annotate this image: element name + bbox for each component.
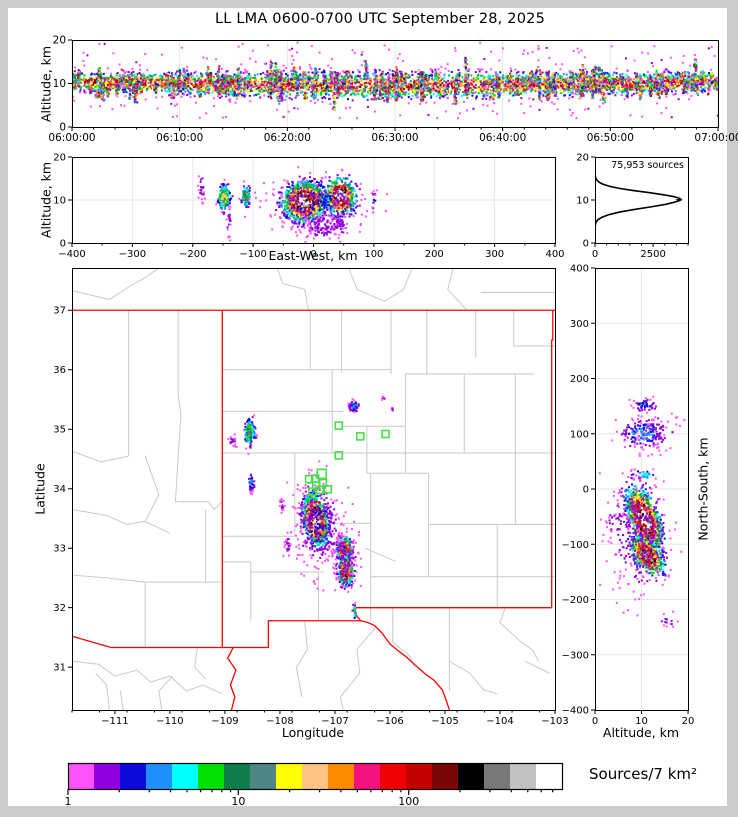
east-west-ylabel: Altitude, km (38, 161, 54, 239)
source-count-annotation: 75,953 sources (611, 160, 684, 171)
page-title: LL LMA 0600-0700 UTC September 28, 2025 (214, 11, 545, 27)
north-south-ylabel: North-South, km (695, 437, 711, 541)
colorbar-label: Sources/7 km² (589, 765, 698, 783)
east-west-height-panel (72, 157, 555, 243)
north-south-xlabel: Altitude, km (602, 725, 680, 740)
map-ylabel: Latitude (32, 463, 48, 515)
plan-view-map-panel (72, 268, 555, 710)
colorbar (68, 763, 562, 789)
east-west-xlabel: East-West, km (268, 248, 358, 263)
time-height-ylabel: Altitude, km (38, 45, 54, 123)
north-south-height-panel (595, 268, 688, 710)
time-height-panel (72, 40, 718, 127)
map-xlabel: Longitude (281, 725, 345, 740)
